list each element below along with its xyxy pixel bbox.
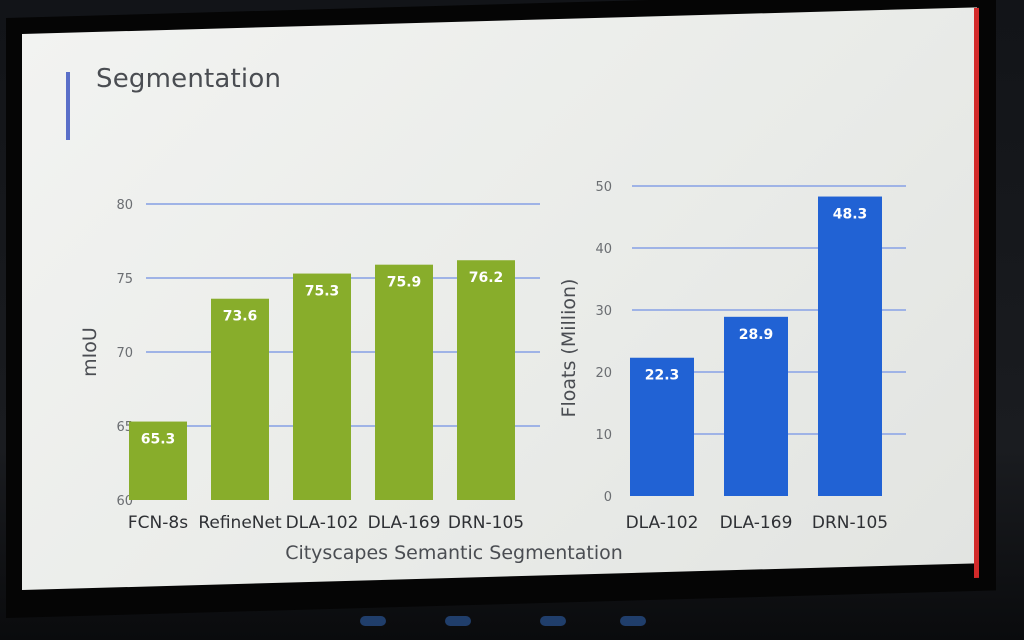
left-y-tick-label: 75: [116, 272, 133, 287]
right-category-label: DLA-102: [626, 513, 699, 533]
right-bar: [818, 196, 882, 497]
left-value-label: 75.9: [387, 275, 422, 291]
left-bar: [457, 260, 515, 500]
stage-light: [540, 616, 566, 626]
stage-light: [360, 616, 386, 626]
left-value-label: 65.3: [141, 432, 176, 448]
right-y-tick-label: 50: [595, 180, 612, 195]
left-y-tick-label: 80: [116, 198, 133, 213]
right-y-tick-label: 20: [595, 366, 612, 381]
left-category-label: DLA-102: [286, 513, 359, 533]
left-bar: [375, 264, 433, 500]
title-accent-bar: [66, 72, 70, 140]
right-category-label: DRN-105: [812, 513, 888, 533]
left-bar: [211, 298, 269, 500]
right-bar: [724, 316, 788, 496]
left-bar: [293, 273, 351, 500]
left-value-label: 76.2: [469, 270, 504, 286]
stage-light: [620, 616, 646, 626]
left-y-tick-label: 60: [116, 494, 133, 509]
right-value-label: 48.3: [833, 207, 868, 223]
left-category-label: FCN-8s: [128, 513, 188, 533]
left-value-label: 75.3: [305, 284, 340, 300]
left-y-tick-label: 70: [116, 346, 133, 361]
left-y-tick-label: 65: [116, 420, 133, 435]
right-y-tick-label: 10: [595, 428, 612, 443]
left-bar: [129, 421, 187, 500]
right-y-tick-label: 30: [595, 304, 612, 319]
miou-x-axis-label: Cityscapes Semantic Segmentation: [285, 542, 623, 564]
floats-bar-chart: 0 10 20 30 40 50 22.3 28.9 48.3 DLA-102 DLA-169 D…: [558, 180, 906, 533]
left-category-label: DLA-169: [368, 513, 441, 533]
floats-y-axis-label: Floats (Million): [558, 279, 580, 418]
miou-y-axis-label: mIoU: [79, 327, 101, 377]
stage-lights: [0, 606, 1024, 640]
right-y-tick-label: 40: [595, 242, 612, 257]
miou-bar-chart: 60 65 70 75 80 65.3 73.6 75.3 75.9 76.2 FCN-8s Re…: [79, 198, 623, 564]
slide-title: Segmentation: [96, 64, 282, 94]
right-category-label: DLA-169: [720, 513, 793, 533]
right-value-label: 22.3: [645, 368, 680, 384]
right-y-tick-label: 0: [604, 490, 612, 505]
left-category-label: DRN-105: [448, 513, 524, 533]
stage-light: [445, 616, 471, 626]
right-value-label: 28.9: [739, 327, 774, 343]
right-bar: [630, 357, 694, 496]
left-value-label: 73.6: [223, 309, 258, 325]
left-category-label: RefineNet: [198, 513, 282, 533]
